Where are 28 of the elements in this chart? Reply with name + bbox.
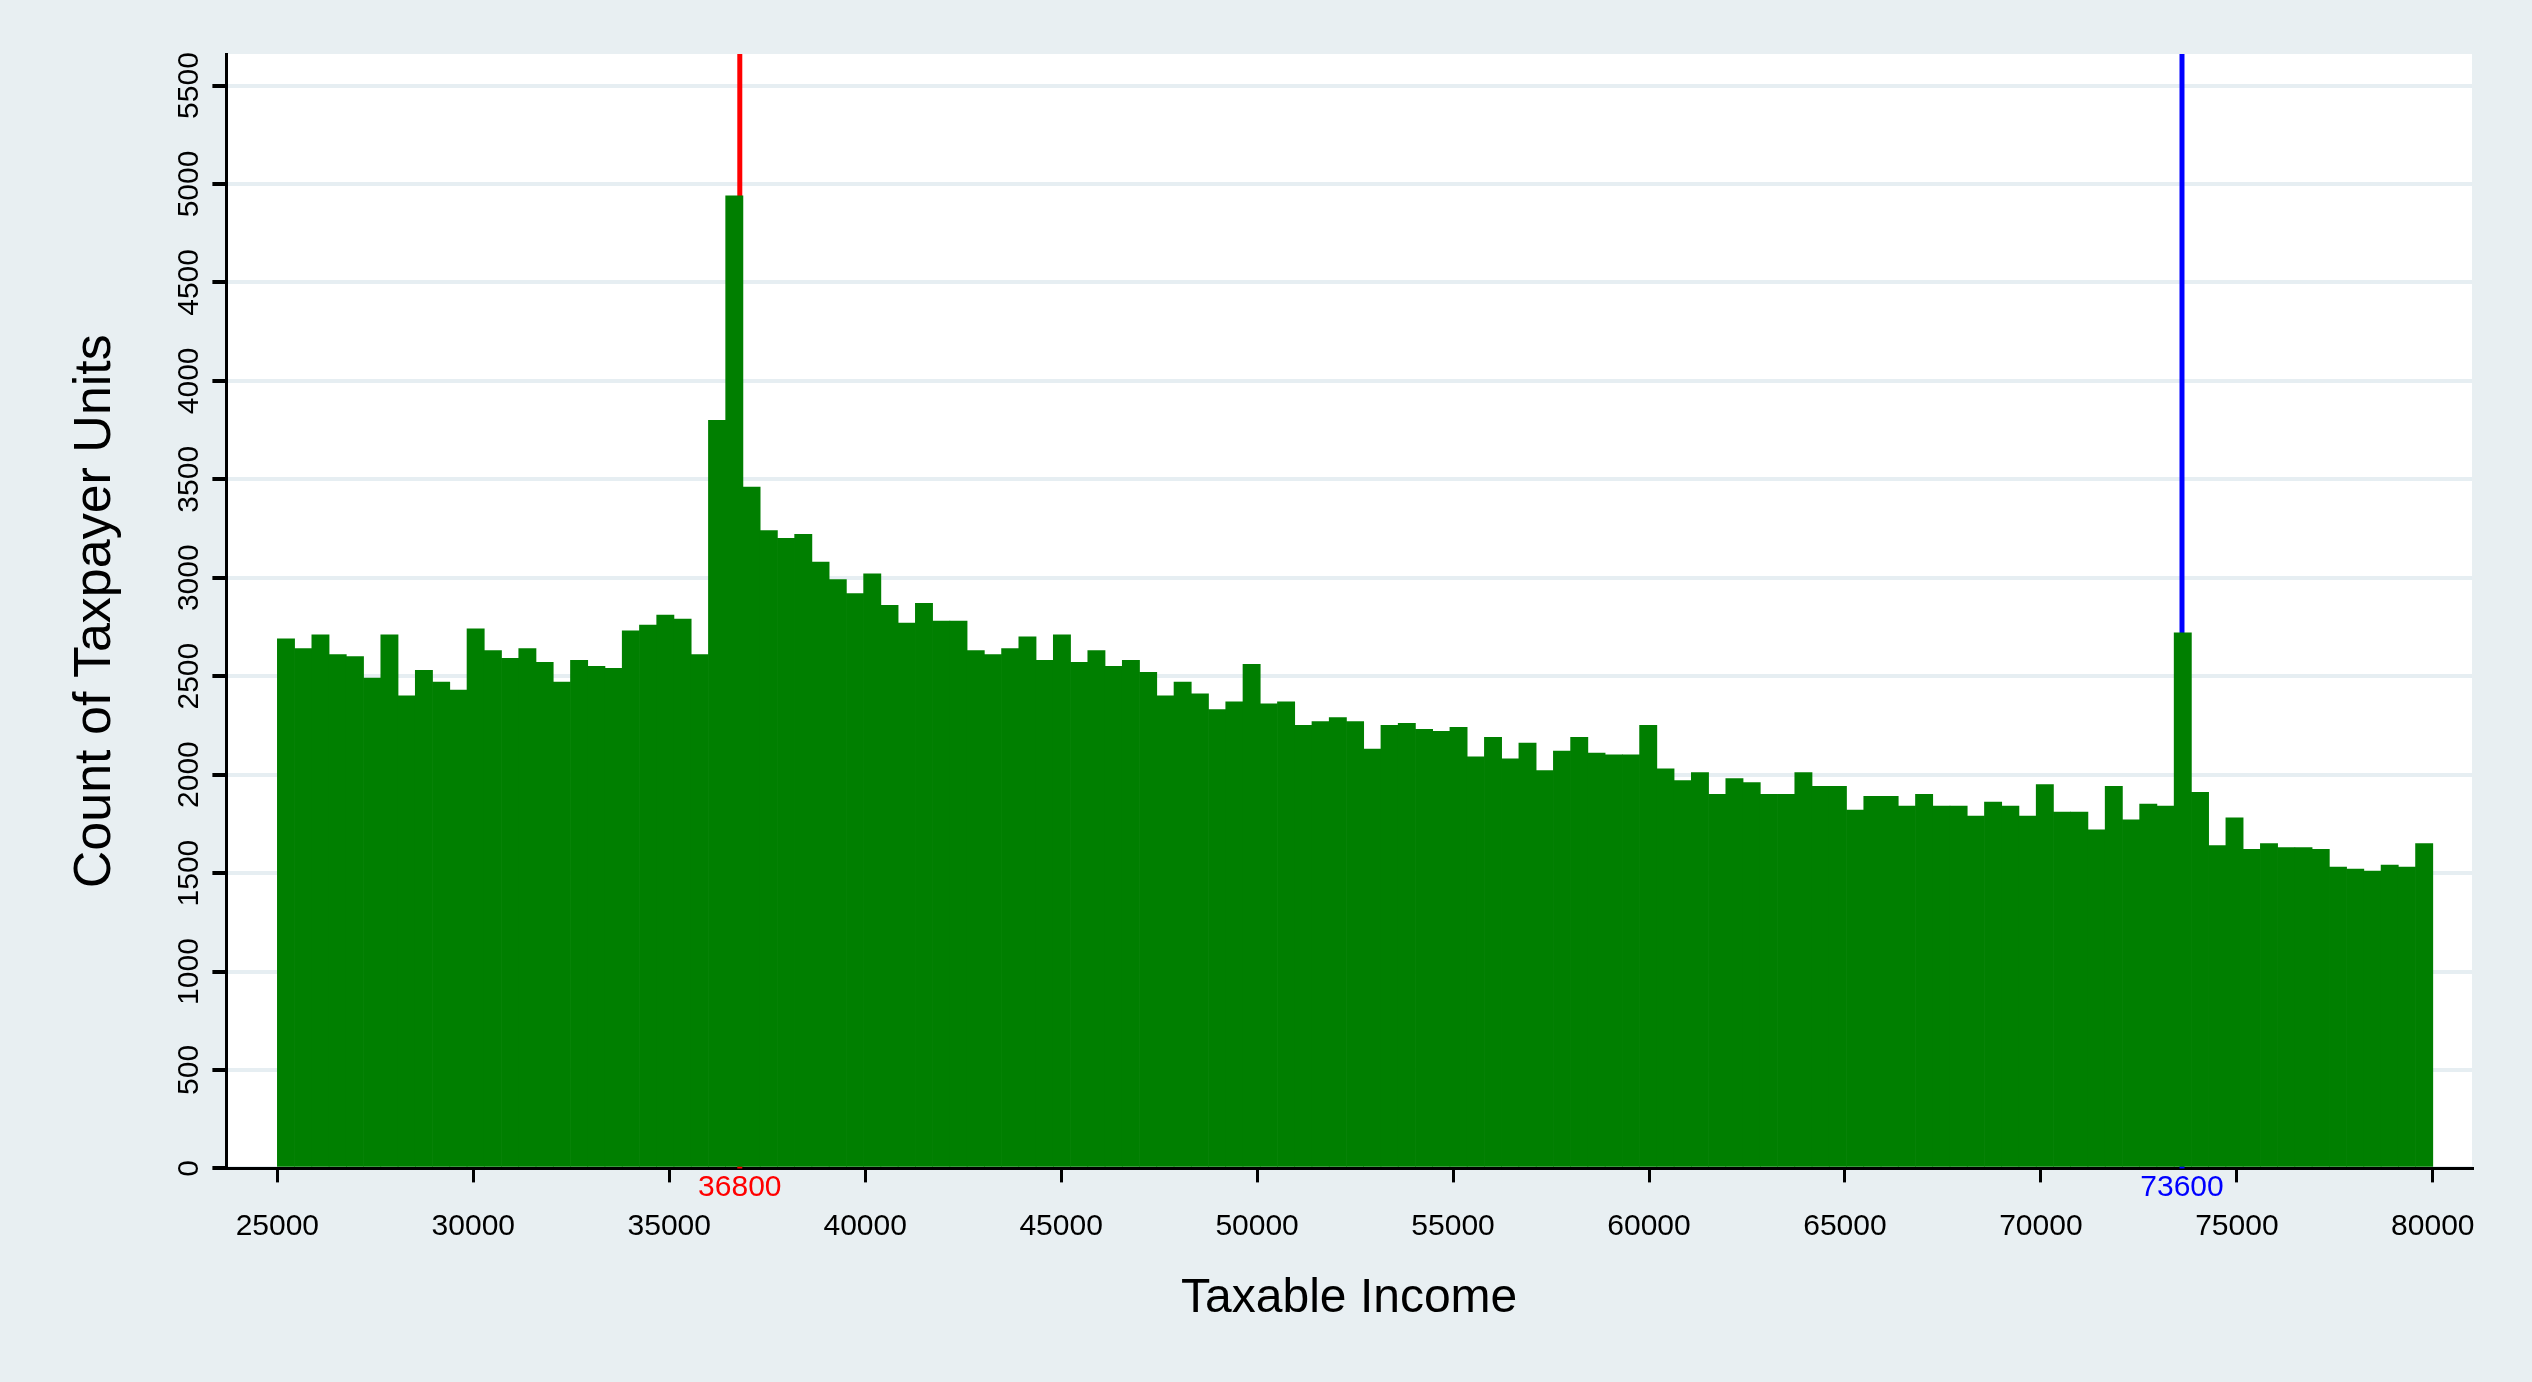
y-tick-label: 1000 <box>170 938 204 1005</box>
ref-line-label: 36800 <box>698 1168 782 1202</box>
x-tick-label: 45000 <box>1019 1207 1103 1241</box>
x-tick-label: 75000 <box>2195 1207 2279 1241</box>
x-tick-label: 25000 <box>235 1207 320 1241</box>
y-tick-label: 3000 <box>170 544 204 612</box>
y-tick-label: 500 <box>170 1044 204 1095</box>
y-tick-label: 5500 <box>170 52 204 119</box>
x-tick-label: 60000 <box>1607 1207 1691 1241</box>
y-tick-label: 0 <box>170 1160 204 1177</box>
y-tick-label: 5000 <box>170 150 204 218</box>
x-tick-label: 40000 <box>823 1207 907 1241</box>
x-tick-label: 50000 <box>1215 1207 1299 1241</box>
x-tick-label: 80000 <box>2391 1207 2475 1241</box>
ref-line-label: 73600 <box>2140 1168 2224 1202</box>
x-tick-label: 70000 <box>1999 1207 2083 1241</box>
x-tick-label: 35000 <box>627 1207 711 1241</box>
x-tick-label: 65000 <box>1803 1207 1887 1241</box>
y-tick-label: 2500 <box>170 642 204 710</box>
x-tick-label: 55000 <box>1411 1207 1495 1241</box>
x-tick-label: 30000 <box>431 1207 516 1241</box>
y-tick-label: 4500 <box>170 249 204 316</box>
y-tick-label: 1500 <box>170 839 204 907</box>
x-axis-title: Taxable Income <box>1181 1269 1518 1323</box>
y-tick-label: 4000 <box>170 347 204 415</box>
y-tick-label: 3500 <box>170 445 204 513</box>
y-tick-label: 2000 <box>170 741 204 808</box>
y-axis-title: Count of Taxpayer Units <box>62 334 121 889</box>
